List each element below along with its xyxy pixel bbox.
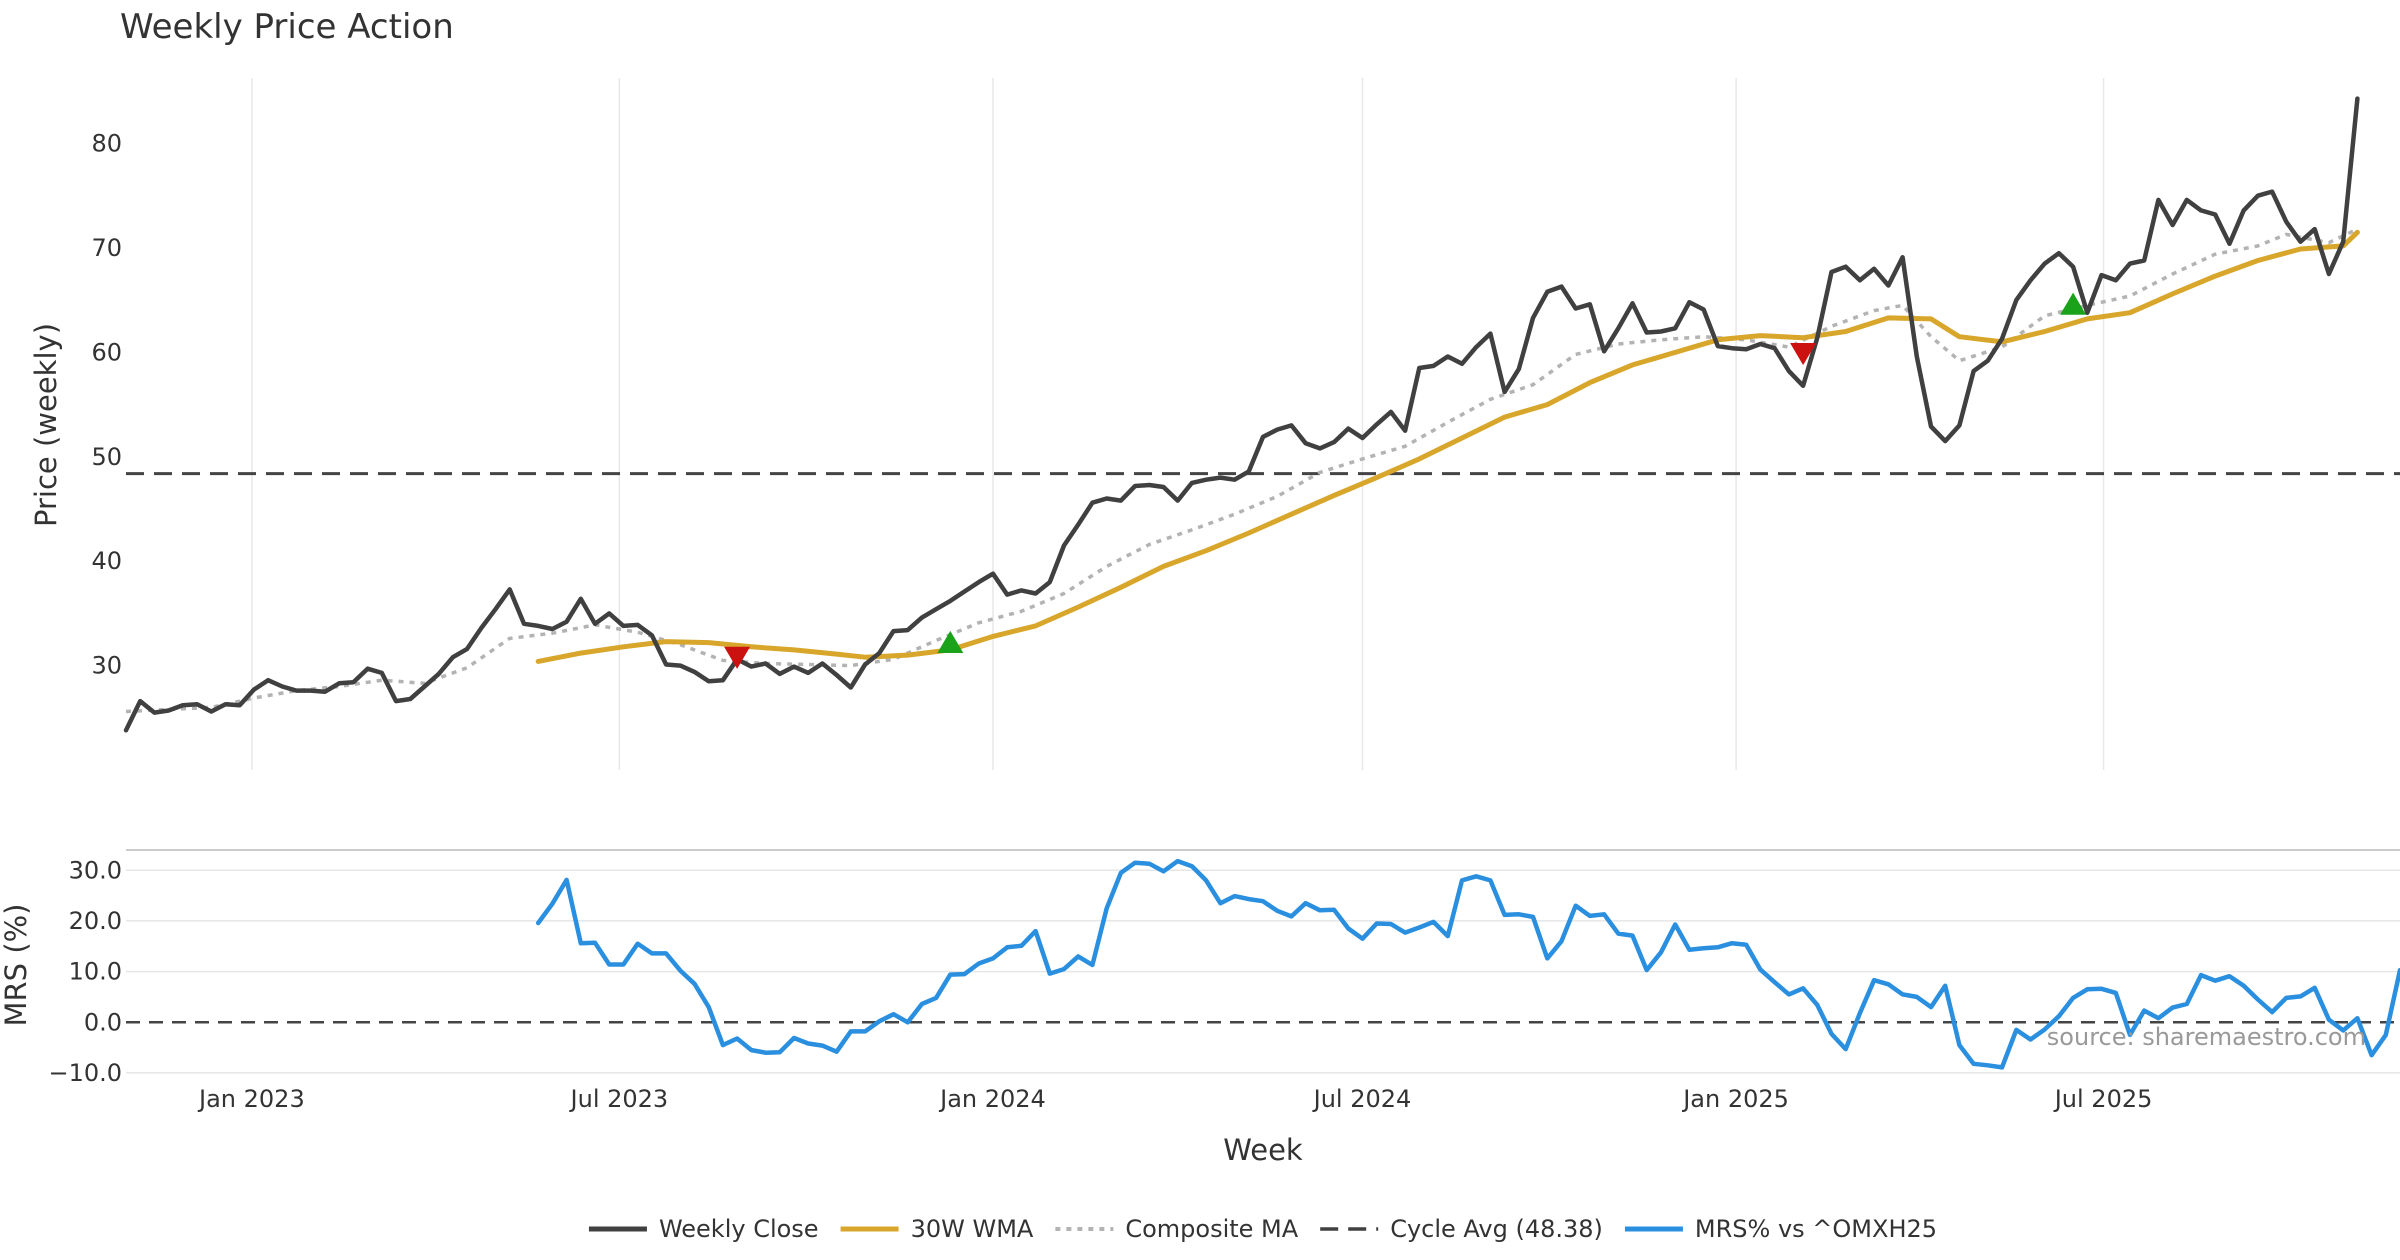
legend-item: Weekly Close: [588, 1215, 819, 1243]
price-panel-gridlines: [251, 78, 2105, 770]
price-y-tick-label: 70: [91, 234, 122, 262]
wma-30w-line: [535, 229, 2360, 664]
legend-label: 30W WMA: [911, 1215, 1034, 1243]
x-tick-label: Jul 2025: [2053, 1085, 2153, 1113]
mrs-y-tick-label: −10.0: [48, 1059, 122, 1087]
price-y-tick-labels: 30 40 50 60 70 80: [91, 130, 122, 680]
x-tick-label: Jul 2024: [1312, 1085, 1412, 1113]
price-y-tick-label: 80: [91, 130, 122, 158]
legend-item: 30W WMA: [840, 1215, 1034, 1243]
weekly-close-line: [123, 96, 2360, 733]
legend-label: MRS% vs ^OMXH25: [1695, 1215, 1937, 1243]
mrs-line: [535, 858, 2400, 1070]
mrs-y-tick-label: 10.0: [69, 958, 122, 986]
mrs-y-axis-label: MRS (%): [0, 904, 33, 1027]
x-tick-label: Jan 2023: [197, 1085, 305, 1113]
buy-signal-marker: [2060, 292, 2087, 315]
x-tick-label: Jul 2023: [569, 1085, 669, 1113]
x-tick-label: Jan 2025: [1681, 1085, 1789, 1113]
x-tick-label: Jan 2024: [938, 1085, 1046, 1113]
mrs-y-tick-labels: −10.0 0.0 10.0 20.0 30.0: [48, 856, 122, 1087]
mrs-series-lines: [535, 858, 2400, 1070]
price-y-axis-label: Price (weekly): [29, 323, 63, 527]
price-y-tick-label: 30: [91, 652, 122, 680]
chart-title: Weekly Price Action: [120, 7, 454, 47]
mrs-y-tick-label: 30.0: [69, 856, 122, 884]
legend-item: MRS% vs ^OMXH25: [1624, 1215, 1937, 1243]
legend-item: Composite MA: [1055, 1215, 1299, 1243]
legend-label: Composite MA: [1125, 1215, 1298, 1243]
sell-signal-marker: [1790, 343, 1817, 366]
price-y-tick-label: 50: [91, 443, 122, 471]
price-y-tick-label: 40: [91, 547, 122, 575]
source-note: source: sharemaestro.com: [2047, 1023, 2366, 1051]
composite-ma-line: [125, 227, 2359, 714]
legend-item: Cycle Avg (48.38): [1320, 1215, 1603, 1243]
price-series-lines: [123, 96, 2400, 733]
x-tick-labels: Jan 2023 Jul 2023 Jan 2024 Jul 2024 Jan 2025…: [197, 1085, 2152, 1113]
buy-signal-marker: [937, 630, 964, 653]
mrs-y-tick-label: 0.0: [84, 1008, 122, 1036]
signal-markers: [724, 292, 2087, 669]
mrs-panel-gridlines: [126, 869, 2400, 1074]
price-y-tick-label: 60: [91, 338, 122, 366]
legend-label: Weekly Close: [659, 1215, 819, 1243]
legend-label: Cycle Avg (48.38): [1390, 1215, 1603, 1243]
x-axis-label: Week: [1223, 1133, 1303, 1167]
sell-signal-marker: [724, 646, 751, 669]
mrs-y-tick-label: 20.0: [69, 907, 122, 935]
chart-legend: Weekly Close 30W WMA Composite MA Cycle Avg…: [588, 1215, 1937, 1243]
